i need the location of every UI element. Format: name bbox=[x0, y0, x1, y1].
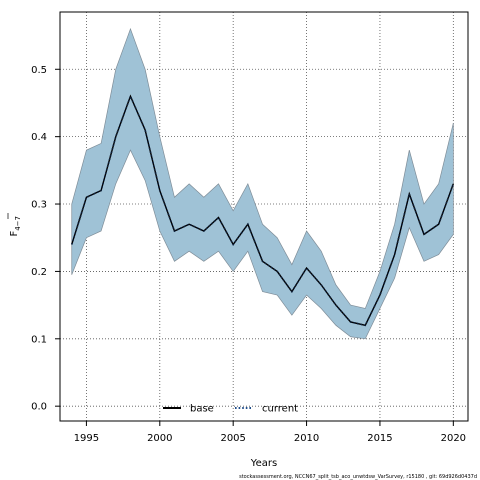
footer-text: stockassessment.org, NCCN67_split_tsb_ac… bbox=[239, 474, 477, 480]
x-tick-label: 2015 bbox=[367, 433, 392, 444]
axes: 1995 2000 2005 2010 2015 2020 0.0 0.1 0.2 0.3 0.4 0… bbox=[31, 11, 469, 444]
y-tick-label: 0.2 bbox=[31, 267, 47, 278]
y-tick-label: 0.5 bbox=[31, 65, 47, 76]
series-line-current bbox=[70, 94, 455, 327]
x-tick-label: 1995 bbox=[74, 433, 99, 444]
x-tick-label: 2010 bbox=[294, 433, 319, 444]
legend-label-base: base bbox=[190, 404, 214, 415]
x-tick-label: 2020 bbox=[441, 433, 466, 444]
y-tick-label: 0.4 bbox=[31, 132, 47, 143]
y-axis-title-main: F bbox=[9, 231, 20, 237]
series-lines bbox=[70, 94, 455, 327]
y-tick-label: 0.0 bbox=[31, 402, 47, 413]
y-axis-title-subscript: 4−7 bbox=[14, 216, 22, 231]
plot-frame bbox=[59, 11, 469, 422]
confidence-band-area bbox=[71, 27, 454, 340]
legend: base current bbox=[163, 404, 298, 415]
y-tick-label: 0.1 bbox=[31, 334, 47, 345]
x-tick-label: 2000 bbox=[147, 433, 172, 444]
confidence-band bbox=[71, 27, 454, 340]
y-axis-title-text: F4−7 bbox=[9, 216, 22, 237]
y-tick-label: 0.3 bbox=[31, 200, 47, 211]
x-tick-label: 2005 bbox=[220, 433, 245, 444]
legend-label-current: current bbox=[262, 404, 298, 415]
y-axis-title: F4−7 bbox=[7, 213, 22, 237]
x-axis-title: Years bbox=[250, 458, 277, 469]
